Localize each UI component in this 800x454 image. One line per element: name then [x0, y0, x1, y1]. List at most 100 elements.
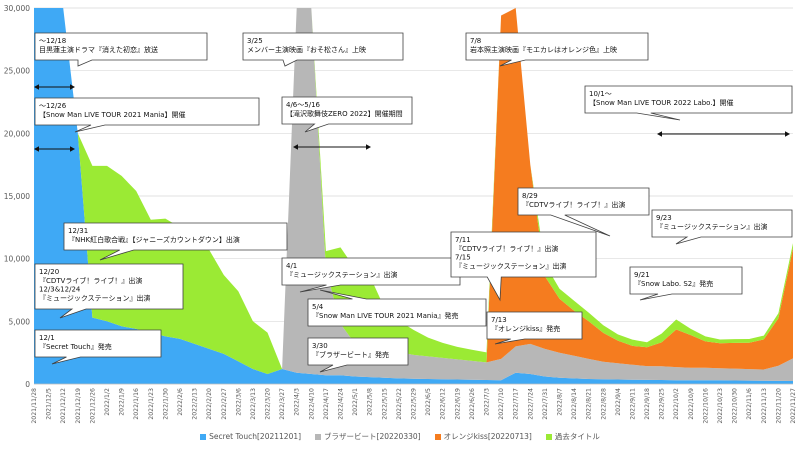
legend-swatch [315, 434, 322, 440]
period-arrow [657, 131, 790, 137]
x-tick-label: 2022/6/12 [440, 388, 447, 420]
annotation-text: 9/23 [656, 214, 672, 222]
y-tick-label: 10,000 [4, 255, 30, 264]
x-tick-label: 2021/12/19 [75, 388, 82, 424]
annotation-text: 『ミュージックステーション』出演 [455, 261, 567, 270]
annotation-text: 3/30 [312, 342, 328, 350]
x-tick-label: 2022/11/6 [746, 388, 753, 420]
x-tick-label: 2021/12/5 [46, 388, 53, 420]
x-tick-label: 2022/7/17 [513, 388, 520, 420]
legend-label: 過去タイトル [554, 432, 600, 441]
legend-swatch [200, 434, 207, 440]
x-tick-label: 2022/2/6 [177, 388, 184, 416]
annotation-callout: ～12/26【Snow Man LIVE TOUR 2021 Mania】開催 [34, 97, 260, 133]
annotation-text: 『オレンジkiss』発売 [491, 324, 560, 333]
annotation-text: 『ミュージックステーション』出演 [656, 222, 768, 231]
x-tick-label: 2022/7/31 [542, 388, 549, 420]
x-tick-label: 2022/4/10 [308, 388, 315, 420]
x-tick-label: 2022/5/8 [367, 388, 374, 416]
annotation-text: 12/20 [39, 268, 59, 276]
x-tick-label: 2022/4/17 [323, 388, 330, 420]
x-tick-label: 2021/12/12 [60, 388, 67, 424]
period-arrow [34, 146, 75, 152]
x-tick-label: 2022/9/4 [615, 388, 622, 416]
x-tick-label: 2022/1/2 [104, 388, 111, 416]
x-tick-label: 2022/7/24 [527, 388, 534, 420]
x-tick-label: 2022/3/20 [265, 388, 272, 420]
x-tick-label: 2021/12/26 [89, 388, 96, 424]
annotation-text: 7/8 [470, 37, 481, 45]
annotation-callout: 9/21『Snow Labo. S2』発売 [629, 266, 743, 301]
x-tick-label: 2022/8/28 [600, 388, 607, 420]
annotation-text: ～12/26 [39, 102, 67, 110]
legend-swatch [545, 434, 552, 440]
y-tick-label: 5,000 [9, 317, 31, 326]
x-tick-label: 2022/5/15 [381, 388, 388, 420]
annotation-text: 目黒蓮主演ドラマ『消えた初恋』放送 [39, 45, 158, 54]
x-tick-label: 2022/11/13 [761, 388, 768, 424]
annotation-text: 12/1 [39, 334, 55, 342]
annotation-text: 【Snow Man LIVE TOUR 2022 Labo.】開催 [589, 98, 734, 107]
annotation-text: 7/11 [455, 236, 471, 244]
annotation-text: 『ミュージックステーション』出演 [286, 270, 398, 279]
x-tick-label: 2022/3/13 [250, 388, 257, 420]
annotation-text: 【滝沢歌舞伎ZERO 2022】開催期間 [286, 109, 403, 118]
x-tick-label: 2022/6/19 [454, 388, 461, 420]
annotation-callout: 8/29『CDTVライブ！ライブ！』出演 [517, 187, 650, 237]
annotation-text: 『Snow Labo. S2』発売 [634, 279, 713, 288]
x-tick-label: 2022/11/27 [790, 388, 797, 424]
annotation-text: 4/1 [286, 262, 297, 270]
legend-item: ブラザービート[20220330] [315, 431, 421, 442]
y-tick-label: 0 [25, 380, 30, 389]
annotation-text: 3/25 [247, 37, 263, 45]
annotation-callout: 7/13『オレンジkiss』発売 [486, 311, 583, 345]
annotation-text: ～12/18 [39, 37, 66, 45]
x-tick-label: 2022/4/3 [294, 388, 301, 416]
x-tick-label: 2022/10/2 [673, 388, 680, 420]
x-tick-label: 2022/1/30 [162, 388, 169, 420]
annotation-text: 『ミュージックステーション』出演 [39, 293, 151, 302]
annotation-text: 『CDTVライブ！ライブ！』出演 [455, 244, 558, 253]
x-tick-label: 2022/11/20 [775, 388, 782, 424]
x-tick-label: 2022/7/10 [498, 388, 505, 420]
x-tick-label: 2022/2/13 [192, 388, 199, 420]
annotation-text: 5/4 [312, 303, 324, 311]
x-tick-label: 2022/2/20 [206, 388, 213, 420]
annotation-text: 『Snow Man LIVE TOUR 2021 Mania』発売 [312, 311, 459, 320]
period-arrow [293, 144, 371, 150]
x-tick-label: 2022/1/9 [119, 388, 126, 416]
annotation-text: 『ブラザービート』発売 [312, 350, 389, 359]
x-tick-label: 2022/10/16 [702, 388, 709, 424]
x-tick-label: 2022/7/3 [484, 388, 491, 416]
x-tick-label: 2022/1/23 [148, 388, 155, 420]
annotation-text: 10/1～ [589, 90, 612, 98]
legend-swatch [434, 434, 441, 440]
x-tick-label: 2022/10/9 [688, 388, 695, 420]
annotation-text: 12/31 [68, 227, 88, 235]
x-tick-label: 2022/5/29 [411, 388, 418, 420]
x-tick-label: 2022/10/30 [732, 388, 739, 424]
y-tick-label: 30,000 [4, 4, 30, 13]
x-tick-label: 2022/5/1 [352, 388, 359, 416]
x-tick-label: 2022/4/24 [338, 388, 345, 420]
annotation-text: 岩本照主演映画『モエカレはオレンジ色』上映 [470, 45, 617, 54]
annotation-text: 9/21 [634, 271, 650, 279]
x-tick-label: 2022/1/16 [133, 388, 140, 420]
annotation-text: 7/15 [455, 254, 471, 262]
x-tick-label: 2022/6/5 [425, 388, 432, 416]
x-tick-label: 2022/9/11 [629, 388, 636, 420]
chart-legend: Secret Touch[20211201] ブラザービート[20220330] オ… [0, 431, 800, 442]
y-tick-label: 15,000 [4, 192, 30, 201]
x-tick-label: 2022/8/7 [557, 388, 564, 416]
annotation-text: 『CDTVライブ！ライブ！』出演 [39, 276, 142, 285]
x-tick-label: 2022/9/18 [644, 388, 651, 420]
legend-label: Secret Touch[20211201] [209, 432, 302, 441]
annotation-callout: 5/4『Snow Man LIVE TOUR 2021 Mania』発売 [307, 289, 487, 327]
x-tick-label: 2022/10/23 [717, 388, 724, 424]
annotation-text: 12/3&12/24 [39, 286, 81, 294]
